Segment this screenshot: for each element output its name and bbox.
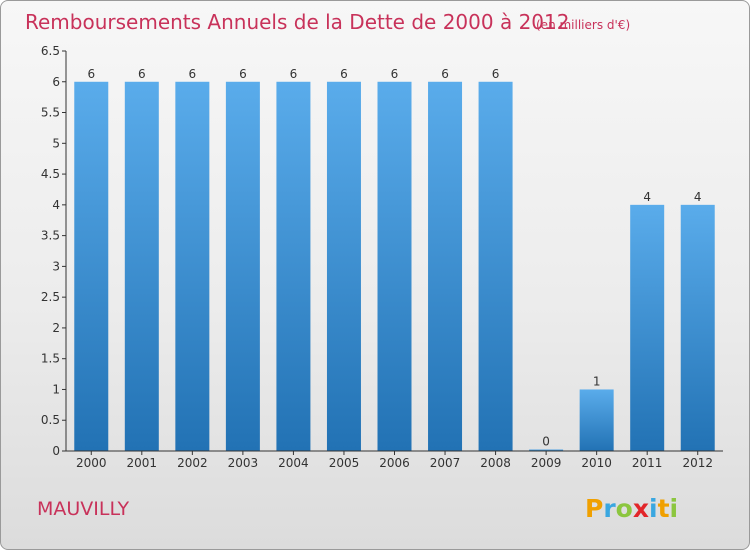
- y-tick-label: 3: [52, 259, 60, 273]
- bar: [579, 389, 614, 451]
- bar-value-label: 6: [239, 67, 247, 81]
- x-tick-label: 2006: [379, 456, 410, 470]
- y-tick-label: 4: [52, 198, 60, 212]
- bar-value-label: 1: [593, 374, 601, 388]
- y-tick-label: 0: [52, 444, 60, 458]
- bar: [428, 81, 463, 452]
- x-tick-label: 2007: [430, 456, 461, 470]
- chart-title: Remboursements Annuels de la Dette de 20…: [25, 10, 569, 34]
- bar: [630, 204, 665, 451]
- y-tick-label: 5.5: [41, 106, 60, 120]
- x-tick-label: 2005: [329, 456, 360, 470]
- bar-value-label: 6: [290, 67, 298, 81]
- x-tick-label: 2008: [480, 456, 511, 470]
- bar: [478, 81, 513, 452]
- bar-value-label: 6: [340, 67, 348, 81]
- x-tick-label: 2000: [76, 456, 107, 470]
- y-tick-label: 0.5: [41, 413, 60, 427]
- x-tick-label: 2004: [278, 456, 309, 470]
- x-tick-label: 2001: [127, 456, 158, 470]
- bars: 6 6 6 6 6 6 6 6 6 0 1 4 4: [74, 67, 715, 452]
- y-tick-label: 3.5: [41, 229, 60, 243]
- x-tick-label: 2003: [228, 456, 259, 470]
- bar: [680, 204, 715, 451]
- bar-value-label: 4: [694, 190, 702, 204]
- bar-value-label: 4: [643, 190, 651, 204]
- proxiti-logo: Proxiti: [585, 494, 678, 523]
- bar-value-label: 6: [87, 67, 95, 81]
- x-tick-label: 2009: [531, 456, 562, 470]
- y-tick-label: 1: [52, 382, 60, 396]
- x-axis: 2000 2001 2002 2003 2004 2005 2006 2007 2008 2009…: [66, 450, 723, 470]
- bar: [225, 81, 260, 452]
- proxiti-logo-text: Proxiti: [585, 494, 678, 523]
- bar-value-label: 6: [492, 67, 500, 81]
- commune-name: MAUVILLY: [37, 498, 130, 520]
- y-axis: 0 0.5 1 1.5 2 2.5 3 3.5 4 4.5 5 5.5 6 6.5: [41, 44, 67, 458]
- bar: [276, 81, 311, 452]
- bar-value-label: 6: [138, 67, 146, 81]
- bar: [175, 81, 210, 452]
- bar: [124, 81, 159, 452]
- y-tick-label: 5: [52, 136, 60, 150]
- bar-value-label: 6: [189, 67, 197, 81]
- y-tick-label: 2: [52, 321, 60, 335]
- bar: [529, 449, 564, 451]
- x-tick-label: 2011: [632, 456, 663, 470]
- y-tick-label: 1.5: [41, 352, 60, 366]
- bar: [326, 81, 361, 452]
- chart-unit-label: (en milliers d'€): [536, 18, 630, 32]
- y-tick-label: 6.5: [41, 44, 60, 58]
- y-tick-label: 4.5: [41, 167, 60, 181]
- x-tick-label: 2010: [581, 456, 612, 470]
- x-tick-label: 2002: [177, 456, 208, 470]
- x-tick-label: 2012: [682, 456, 713, 470]
- y-tick-label: 6: [52, 75, 60, 89]
- bar-value-label: 6: [391, 67, 399, 81]
- bar-value-label: 6: [441, 67, 449, 81]
- bar-value-label: 0: [542, 435, 550, 449]
- y-tick-label: 2.5: [41, 290, 60, 304]
- bar: [74, 81, 109, 452]
- bar: [377, 81, 412, 452]
